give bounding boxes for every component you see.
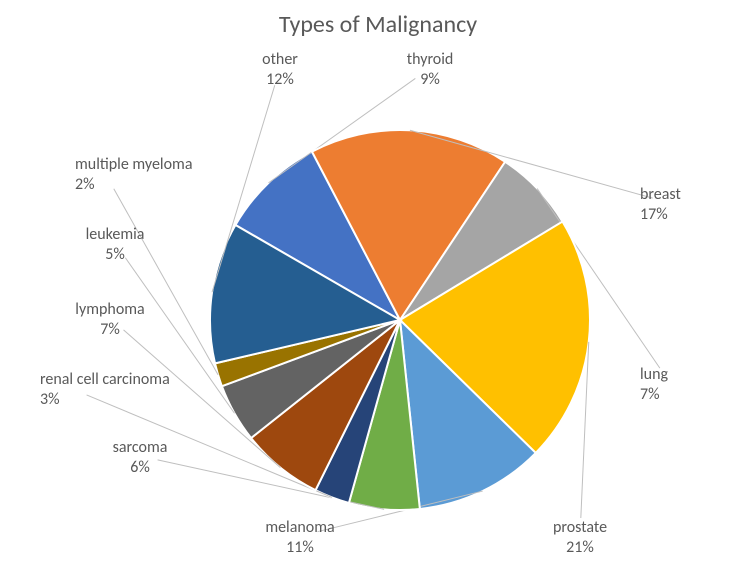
slice-percent: 7% xyxy=(640,385,668,405)
slice-name: lung xyxy=(640,365,668,385)
slice-name: breast xyxy=(640,185,681,205)
slice-name: thyroid xyxy=(407,50,454,70)
pie-label-other: other12% xyxy=(262,50,298,90)
pie-label-leukemia: leukemia5% xyxy=(86,225,145,265)
slice-percent: 9% xyxy=(407,70,454,90)
slice-name: melanoma xyxy=(265,518,334,538)
pie-label-sarcoma: sarcoma6% xyxy=(113,438,168,478)
chart-title: Types of Malignancy xyxy=(0,10,756,39)
slice-percent: 12% xyxy=(262,70,298,90)
slice-percent: 21% xyxy=(553,538,607,558)
slice-percent: 7% xyxy=(75,320,144,340)
slice-percent: 11% xyxy=(265,538,334,558)
pie-label-prostate: prostate21% xyxy=(553,518,607,558)
slice-name: multiple myeloma xyxy=(75,155,192,175)
slice-percent: 17% xyxy=(640,205,681,225)
pie-label-melanoma: melanoma11% xyxy=(265,518,334,558)
slice-name: sarcoma xyxy=(113,438,168,458)
slice-percent: 5% xyxy=(86,245,145,265)
slice-percent: 2% xyxy=(75,175,192,195)
chart-area: thyroid9%breast17%lung7%prostate21%melan… xyxy=(0,50,756,574)
slice-name: lymphoma xyxy=(75,300,144,320)
pie-label-renal-cell-carcinoma: renal cell carcinoma3% xyxy=(40,370,170,410)
slice-percent: 3% xyxy=(40,390,170,410)
pie-label-lymphoma: lymphoma7% xyxy=(75,300,144,340)
slice-percent: 6% xyxy=(113,458,168,478)
pie-label-lung: lung7% xyxy=(640,365,668,405)
pie-label-multiple-myeloma: multiple myeloma2% xyxy=(75,155,192,195)
slice-name: leukemia xyxy=(86,225,145,245)
slice-name: prostate xyxy=(553,518,607,538)
slice-name: renal cell carcinoma xyxy=(40,370,170,390)
pie-label-thyroid: thyroid9% xyxy=(407,50,454,90)
slice-name: other xyxy=(262,50,298,70)
leader-line xyxy=(114,189,218,375)
pie-label-breast: breast17% xyxy=(640,185,681,225)
